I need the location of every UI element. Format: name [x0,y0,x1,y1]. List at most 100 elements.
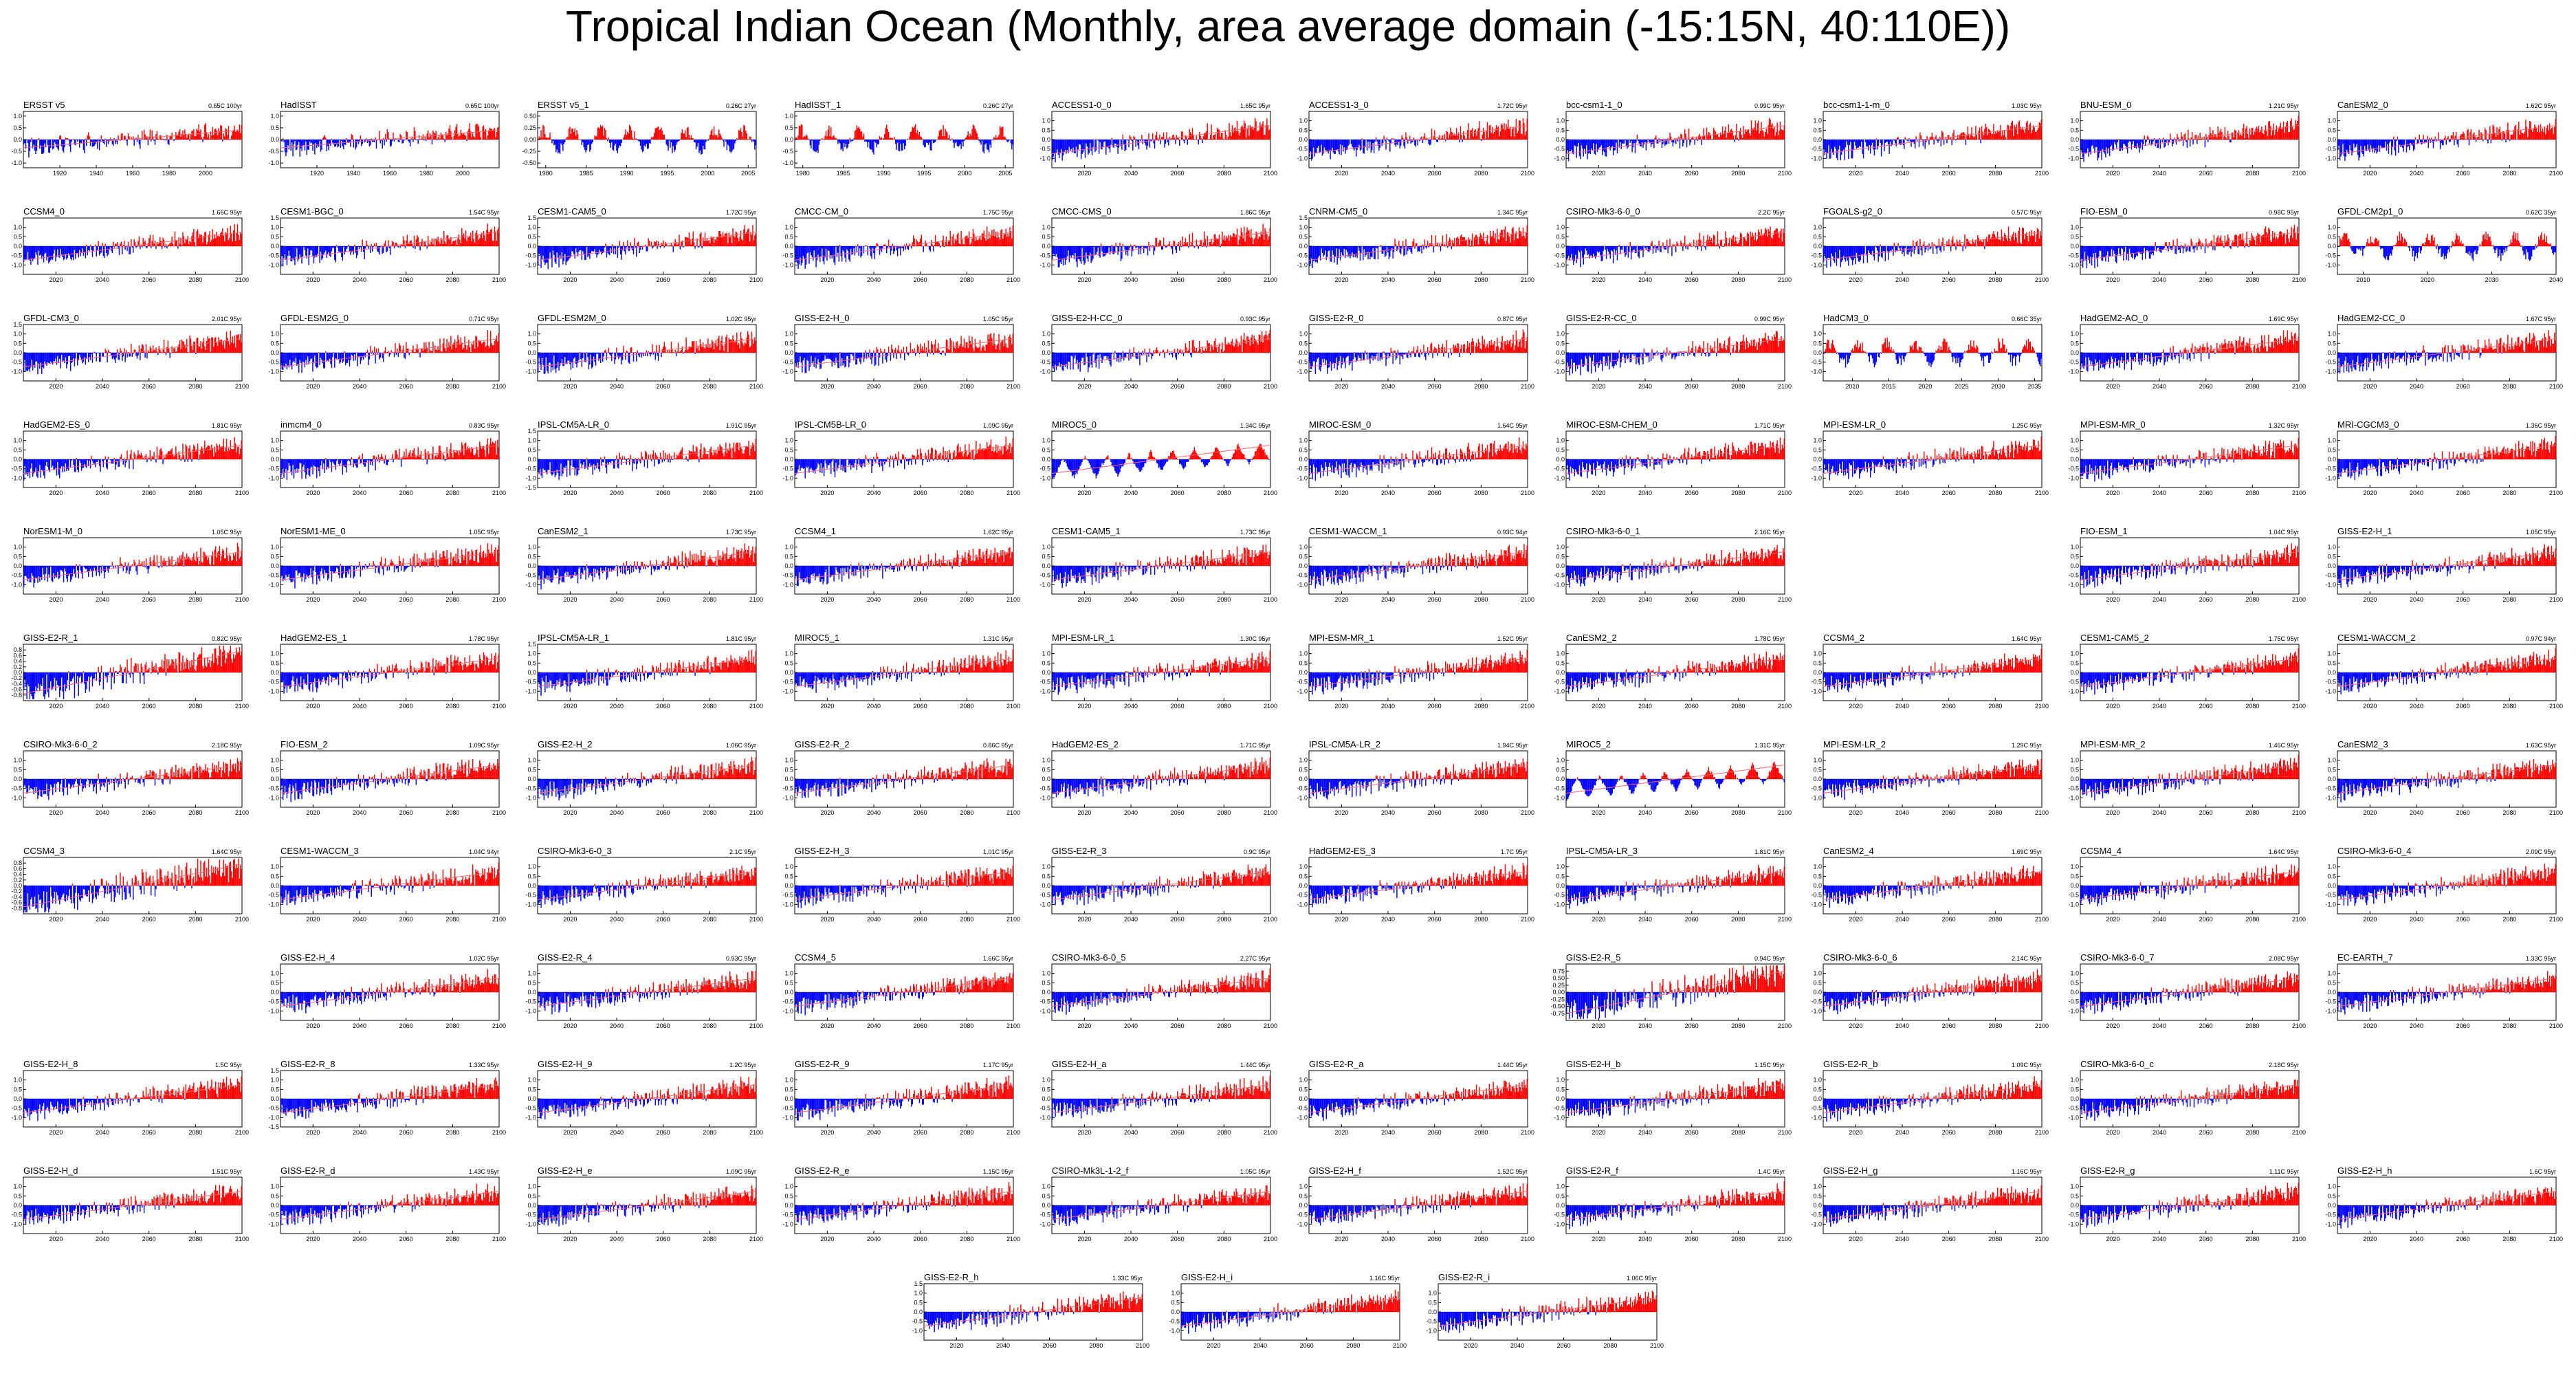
y-tick-label: 1.5 [527,215,536,221]
y-tick-label: -1.0 [11,160,22,166]
panel-trend-label: 1.65C 95yr [1240,102,1270,109]
x-tick-label: 2060 [142,276,156,283]
x-tick-label: 1990 [620,170,634,177]
y-tick-label: 1.0 [784,113,793,120]
panel-svg: FGOALS-g2_0 0.57C 95yr 1.0 0.5 0.0 -0.5 -1.0 20… [1811,206,2049,283]
panel-title: bcc-csm1-1_0 [1566,100,1622,110]
panel-svg: bcc-csm1-1-m_0 1.03C 95yr 1.0 0.5 0.0 -0.5 -1.… [1811,100,2049,177]
panel-trend-label: 0.26C 27yr [983,102,1013,109]
x-tick-label: 2060 [1942,170,1956,177]
x-tick-label: 2060 [914,276,927,283]
y-tick-label: -1.0 [1554,261,1565,268]
panel-svg: CanESM2_0 1.62C 95yr 1.0 0.5 0.0 -0.5 -1.0 2020… [2325,100,2563,177]
y-tick-label: 0.5 [2070,127,2079,133]
panel-svg: bcc-csm1-1_0 0.99C 95yr 1.0 0.5 0.0 -0.5 -1.0 2… [1554,100,1792,177]
y-tick-label: 0.5 [1813,127,1822,133]
chart-panel: ACCESS1-0_0 1.65C 95yr 1.0 0.5 0.0 -0.5 -1.0 20… [1039,100,1298,184]
y-tick-label: 0.0 [784,243,793,250]
x-tick-label: 2040 [1381,170,1395,177]
trend-line [1308,125,1528,154]
x-tick-label: 2100 [2035,170,2049,177]
y-tick-label: 0.5 [1042,233,1050,240]
x-tick-label: 2100 [1521,170,1534,177]
y-tick-label: 1.0 [270,113,279,120]
panel-title: CSIRO-Mk3-6-0_0 [1566,206,1640,217]
x-tick-label: 2080 [1731,276,1745,283]
x-tick-label: 2100 [749,276,763,283]
y-tick-label: 1.0 [1042,224,1050,231]
y-tick-label: -0.5 [11,148,22,155]
trend-line [2080,232,2300,261]
panel-svg: HadISST_1 0.26C 27yr 1.0 0.5 0.0 -0.5 -1.01980… [782,100,1014,177]
y-tick-label: -1.0 [268,261,279,268]
panel-svg: ERSST v5 0.65C 100yr 1.0 0.5 0.0 -0.5 -1.0 1920… [11,100,243,177]
chart-panel: ERSST v5_1 0.26C 27yr 0.50 0.25 0.00 -0.25 -0.… [522,100,784,184]
chart-panel: CMCC-CMS_0 1.86C 95yr 1.0 0.5 0.0 -0.5 -1.0 202… [1039,206,1298,291]
y-tick-label: -1.0 [268,160,279,166]
x-tick-label: 2040 [96,276,109,283]
panel-svg: CSIRO-Mk3-6-0_0 2.2C 95yr 1.0 0.5 0.0 -0.5 -1.… [1554,206,1792,283]
x-tick-label: 2040 [2153,170,2166,177]
panel-svg: CESM1-CAM5_0 1.72C 95yr 1.5 1.0 0.5 0.0 -0.5 -1… [525,206,763,283]
y-tick-label: 1.0 [2070,224,2079,231]
chart-panel: HadISST_1 0.26C 27yr 1.0 0.5 0.0 -0.5 -1.0 1980… [782,100,1041,184]
x-tick-label: 2100 [1006,276,1020,283]
panel-trend-label: 0.65C 100yr [208,102,242,109]
y-tick-label: -1.0 [2325,261,2336,268]
x-tick-label: 2010 [2356,276,2370,283]
x-tick-label: 2040 [353,276,366,283]
y-tick-label: 0.5 [2327,233,2336,240]
x-tick-label: 1960 [126,170,140,177]
x-tick-label: 2100 [1264,170,1277,177]
x-tick-label: 2020 [1077,276,1091,283]
x-tick-label: 2005 [998,170,1012,177]
y-tick-label: 0.5 [784,233,793,240]
y-tick-label: -1.0 [2068,155,2079,162]
panel-title: CESM1-CAM5_0 [538,206,606,217]
y-tick-label: 1.0 [13,113,22,120]
panel-title: CanESM2_0 [2337,100,2388,110]
panel-svg: ERSST v5_1 0.26C 27yr 0.50 0.25 0.00 -0.25 -0.… [522,100,757,177]
panel-title: HadISST [280,100,317,110]
x-tick-label: 2020 [1592,276,1605,283]
x-tick-label: 1980 [539,170,553,177]
x-tick-label: 2060 [657,276,670,283]
panel-trend-label: 1.54C 95yr [469,209,499,216]
y-tick-label: -1.0 [1811,261,1822,268]
chart-panel: CCSM4_0 1.66C 95yr 1.0 0.5 0.0 -0.5 -1.0 2020 20… [11,206,269,291]
y-tick-label: -1.0 [1039,261,1050,268]
panel-svg: GFDL-CM3_0 2.01C 95yr1.51.00.50.0-0.5-1.0… [11,313,249,390]
y-tick-label: 0.0 [1813,243,1822,250]
chart-panel: BNU-ESM_0 1.21C 95yr 1.0 0.5 0.0 -0.5 -1.0 2020… [2068,100,2326,184]
x-tick-label: 1920 [310,170,324,177]
y-tick-label: -1.0 [2325,155,2336,162]
panel-trend-label: 1.21C 95yr [2269,102,2299,109]
x-tick-label: 2005 [741,170,755,177]
page-title: Tropical Indian Ocean (Monthly, area ave… [0,0,2576,52]
panel-svg: ACCESS1-3_0 1.72C 95yr 1.0 0.5 0.0 -0.5 -1.0 20… [1297,100,1534,177]
panel-title: ERSST v5 [23,100,65,110]
x-tick-label: 2000 [199,170,212,177]
y-tick-label: 0.5 [13,124,22,131]
x-tick-label: 2060 [1171,170,1185,177]
y-tick-label: -1.0 [782,261,793,268]
trend-line [1565,125,1785,154]
y-tick-label: 0.0 [2327,243,2336,250]
y-tick-label: 0.5 [13,233,22,240]
y-tick-label: 0.0 [2327,136,2336,143]
trend-line [537,232,757,261]
x-tick-label: 2100 [2292,170,2306,177]
y-tick-label: -0.5 [2068,146,2079,153]
x-tick-label: 2080 [703,276,716,283]
x-tick-label: 2020 [563,276,577,283]
x-tick-label: 2080 [960,276,973,283]
x-tick-label: 2040 [1381,276,1395,283]
y-tick-label: 0.5 [2327,127,2336,133]
y-tick-label: -1.0 [782,160,793,166]
x-tick-label: 2020 [2106,276,2120,283]
y-tick-label: 0.0 [784,136,793,143]
y-tick-label: 0.5 [1299,233,1308,240]
x-tick-label: 2080 [2245,276,2259,283]
panel-title: GFDL-CM3_0 [23,313,79,323]
